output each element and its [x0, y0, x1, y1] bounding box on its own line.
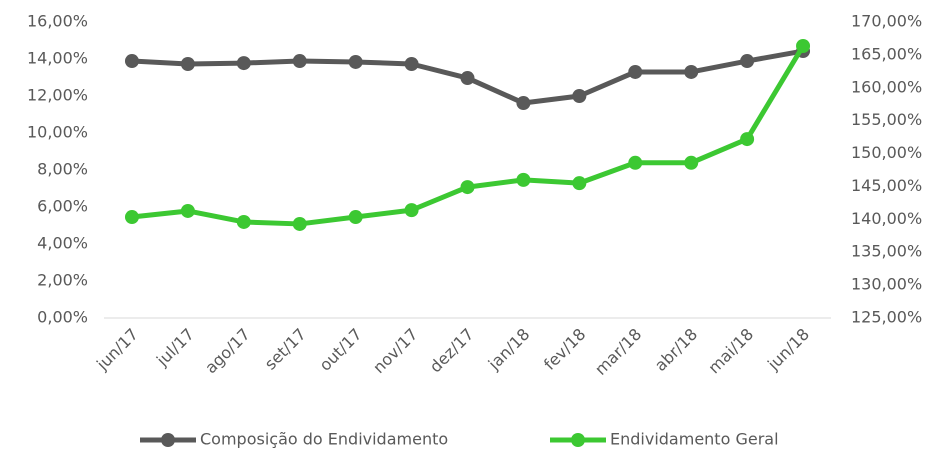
x-tick-label: jul/17 — [152, 325, 198, 371]
y2-tick-label: 135,00% — [851, 242, 922, 261]
y2-tick-label: 140,00% — [851, 209, 922, 228]
x-tick-label: mar/18 — [591, 325, 645, 379]
y-tick-label: 6,00% — [37, 197, 88, 216]
y-tick-label: 4,00% — [37, 234, 88, 253]
series-marker — [348, 54, 363, 69]
series-marker — [740, 54, 755, 69]
y-tick-label: 10,00% — [27, 123, 88, 142]
x-tick-label: abr/18 — [651, 325, 701, 375]
series-marker — [628, 64, 643, 79]
y-tick-label: 14,00% — [27, 49, 88, 68]
series-marker — [460, 180, 475, 195]
x-tick-label: dez/17 — [426, 325, 478, 377]
series-marker — [404, 56, 419, 71]
y2-tick-label: 160,00% — [851, 77, 922, 96]
series-marker — [516, 96, 531, 111]
legend-marker — [161, 433, 175, 447]
series-marker — [180, 203, 195, 218]
y2-tick-label: 155,00% — [851, 110, 922, 129]
series-marker — [460, 71, 475, 86]
series-marker — [124, 210, 139, 225]
series-marker — [180, 56, 195, 71]
x-tick-label: out/17 — [315, 325, 365, 375]
series-marker — [236, 214, 251, 229]
series-marker — [292, 216, 307, 231]
y2-tick-label: 150,00% — [851, 143, 922, 162]
series-marker — [572, 89, 587, 103]
series-marker — [628, 155, 643, 170]
y-tick-label: 0,00% — [37, 308, 88, 327]
x-tick-label: fev/18 — [540, 325, 589, 374]
y2-tick-label: 165,00% — [851, 44, 922, 63]
series-marker — [516, 172, 531, 187]
y2-tick-label: 130,00% — [851, 275, 922, 294]
y-tick-label: 16,00% — [27, 12, 88, 31]
x-tick-label: nov/17 — [369, 325, 421, 377]
x-tick-label: set/17 — [261, 325, 310, 374]
series-marker — [348, 210, 363, 225]
legend-label: Composição do Endividamento — [200, 430, 448, 449]
x-tick-label: jan/18 — [484, 325, 534, 375]
series-marker — [796, 39, 811, 54]
series-marker — [572, 176, 587, 191]
legend-marker — [571, 433, 585, 447]
legend-label: Endividamento Geral — [610, 430, 779, 449]
y2-tick-label: 170,00% — [851, 12, 922, 31]
x-tick-label: jun/18 — [763, 325, 813, 375]
series-marker — [236, 56, 251, 71]
x-tick-label: ago/17 — [201, 325, 254, 378]
x-tick-label: mai/18 — [704, 325, 757, 378]
series-marker — [404, 203, 419, 218]
y-tick-label: 12,00% — [27, 86, 88, 105]
series-marker — [684, 64, 699, 79]
y-tick-label: 2,00% — [37, 271, 88, 290]
series-marker — [292, 54, 307, 69]
series-marker — [124, 54, 139, 69]
y2-tick-label: 145,00% — [851, 176, 922, 195]
x-tick-label: jun/17 — [92, 325, 142, 375]
series-marker — [684, 155, 699, 170]
series-marker — [740, 132, 755, 147]
y-tick-label: 8,00% — [37, 160, 88, 179]
y2-tick-label: 125,00% — [851, 308, 922, 327]
